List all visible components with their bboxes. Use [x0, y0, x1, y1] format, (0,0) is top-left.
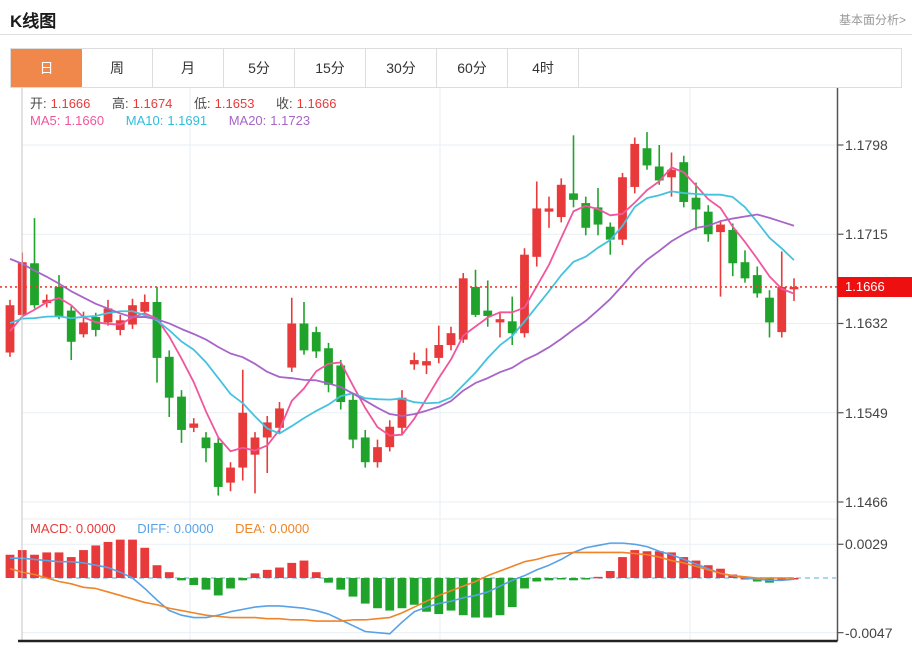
close-label: 收:: [276, 96, 293, 111]
tab-5min[interactable]: 5分: [224, 49, 295, 87]
tab-4hour[interactable]: 4时: [508, 49, 579, 87]
current-price-badge: 1.1666: [838, 277, 912, 297]
main-chart-region[interactable]: [0, 88, 838, 516]
high-value: 1.1674: [132, 96, 173, 111]
low-label: 低:: [194, 96, 211, 111]
macd-value: 0.0000: [75, 521, 116, 536]
tab-60min[interactable]: 60分: [437, 49, 508, 87]
fundamental-analysis-link[interactable]: 基本面分析>: [838, 13, 906, 27]
tab-week[interactable]: 周: [82, 49, 153, 87]
page-title: K线图: [10, 12, 57, 31]
ma10-label: MA10:: [125, 113, 164, 128]
header-divider: [0, 34, 912, 35]
tab-30min[interactable]: 30分: [366, 49, 437, 87]
ma20-value: 1.1723: [270, 113, 311, 128]
price-axis-tick-label: 1.1549: [845, 404, 888, 421]
high-label: 高:: [112, 96, 129, 111]
price-axis-tick-label: 1.1715: [845, 226, 888, 243]
price-axis-tick-label: 1.1798: [845, 137, 888, 153]
dea-value: 0.0000: [269, 521, 310, 536]
ma10-value: 1.1691: [167, 113, 208, 128]
ohlc-legend: 开: 1.1666 高: 1.1674 低: 1.1653 收: 1.1666: [30, 93, 340, 112]
open-value: 1.1666: [50, 96, 91, 111]
macd-axis-tick-label: -0.0047: [845, 624, 893, 641]
tab-day[interactable]: 日: [11, 49, 82, 87]
tab-month[interactable]: 月: [153, 49, 224, 87]
price-axis-tick-label: 1.1466: [845, 493, 888, 510]
close-value: 1.1666: [296, 96, 337, 111]
price-axis-tick-label: 1.1632: [845, 315, 888, 332]
macd-axis-tick-label: 0.0029: [845, 536, 888, 553]
diff-label: DIFF:: [137, 521, 170, 536]
dea-label: DEA:: [235, 521, 266, 536]
ma5-value: 1.1660: [64, 113, 105, 128]
macd-label: MACD:: [30, 521, 72, 536]
ma5-label: MA5:: [30, 113, 61, 128]
diff-value: 0.0000: [173, 521, 214, 536]
ma-legend: MA5: 1.1660 MA10: 1.1691 MA20: 1.1723: [30, 113, 314, 128]
open-label: 开:: [30, 96, 47, 111]
macd-legend: MACD: 0.0000 DIFF: 0.0000 DEA: 0.0000: [30, 521, 313, 536]
ma20-label: MA20:: [228, 113, 267, 128]
low-value: 1.1653: [214, 96, 255, 111]
period-tabbar: 日 周 月 5分 15分 30分 60分 4时: [10, 48, 902, 88]
tab-15min[interactable]: 15分: [295, 49, 366, 87]
macd-chart-region[interactable]: [0, 518, 838, 642]
